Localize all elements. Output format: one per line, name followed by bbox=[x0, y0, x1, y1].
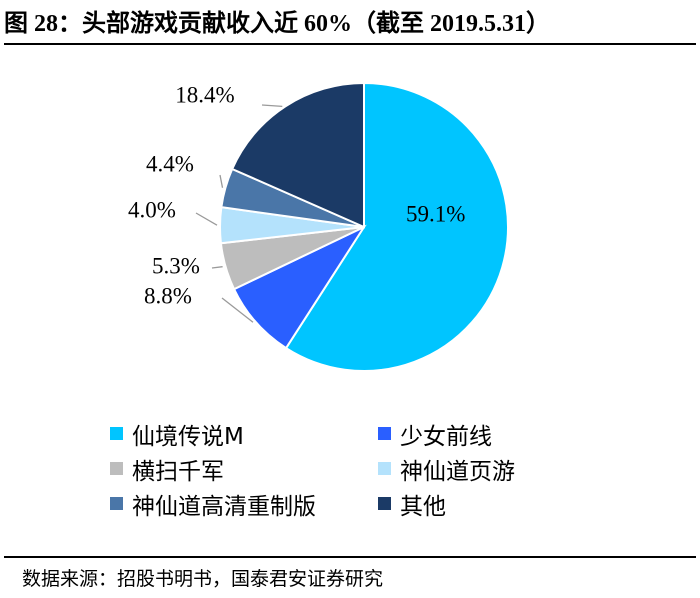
leader-line bbox=[261, 104, 283, 108]
leader-line bbox=[219, 174, 224, 188]
legend-item: 其他 bbox=[378, 488, 578, 520]
figure-title: 图 28：头部游戏贡献收入近 60%（截至 2019.5.31） bbox=[4, 11, 550, 37]
data-labels: 59.1% 8.8% 5.3% 4.0% 4.4% 18.4% bbox=[128, 82, 465, 308]
data-label: 18.4% bbox=[175, 82, 234, 107]
legend-swatch bbox=[378, 462, 391, 475]
data-label: 4.4% bbox=[146, 151, 194, 176]
pie-slices bbox=[219, 81, 509, 372]
bottom-rule bbox=[4, 556, 696, 558]
legend-label: 少女前线 bbox=[400, 423, 492, 450]
legend-item: 横扫千军 bbox=[110, 453, 378, 485]
pie-chart: 59.1% 8.8% 5.3% 4.0% 4.4% 18.4% bbox=[128, 81, 509, 372]
legend-item: 神仙道页游 bbox=[378, 453, 578, 485]
legend-label: 横扫千军 bbox=[132, 458, 224, 485]
leader-line bbox=[221, 297, 254, 323]
legend-swatch bbox=[378, 427, 391, 440]
legend-swatch bbox=[110, 427, 123, 440]
top-rule bbox=[4, 43, 696, 45]
legend-swatch bbox=[110, 497, 123, 510]
legend-swatch bbox=[378, 497, 391, 510]
legend-label: 其他 bbox=[400, 493, 446, 520]
pie-slice bbox=[284, 81, 509, 372]
legend-swatch bbox=[110, 462, 123, 475]
data-label: 4.0% bbox=[128, 197, 176, 222]
data-label: 8.8% bbox=[144, 283, 192, 308]
data-label: 5.3% bbox=[152, 253, 200, 278]
source-note: 数据来源：招股书明书，国泰君安证券研究 bbox=[22, 568, 384, 590]
data-label: 59.1% bbox=[406, 201, 465, 226]
legend-label: 神仙道页游 bbox=[400, 458, 515, 485]
leader-line bbox=[211, 266, 223, 269]
legend-item: 神仙道高清重制版 bbox=[110, 488, 378, 520]
pie-slice bbox=[230, 81, 365, 229]
leader-line bbox=[195, 212, 218, 226]
legend-item: 少女前线 bbox=[378, 418, 578, 450]
legend-item: 仙境传说M bbox=[110, 418, 378, 450]
leader-lines bbox=[195, 104, 283, 323]
legend-label: 仙境传说M bbox=[132, 423, 244, 450]
legend-label: 神仙道高清重制版 bbox=[132, 493, 316, 520]
legend: 仙境传说M 少女前线 横扫千军 神仙道页游 神仙道高清重制版 其他 bbox=[110, 418, 580, 520]
